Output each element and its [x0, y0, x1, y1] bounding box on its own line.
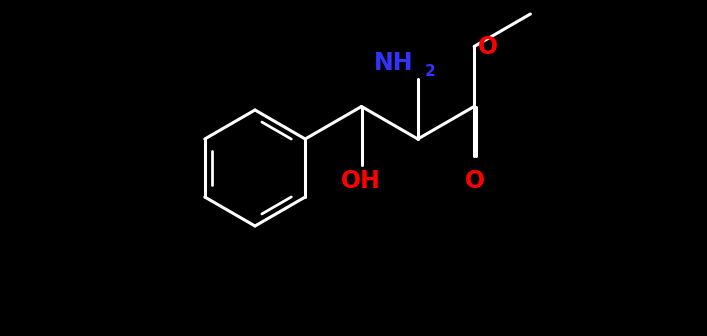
Text: O: O	[478, 35, 498, 58]
Text: 2: 2	[425, 64, 436, 79]
Text: OH: OH	[341, 168, 380, 193]
Text: NH: NH	[374, 51, 414, 75]
Text: O: O	[465, 168, 485, 193]
